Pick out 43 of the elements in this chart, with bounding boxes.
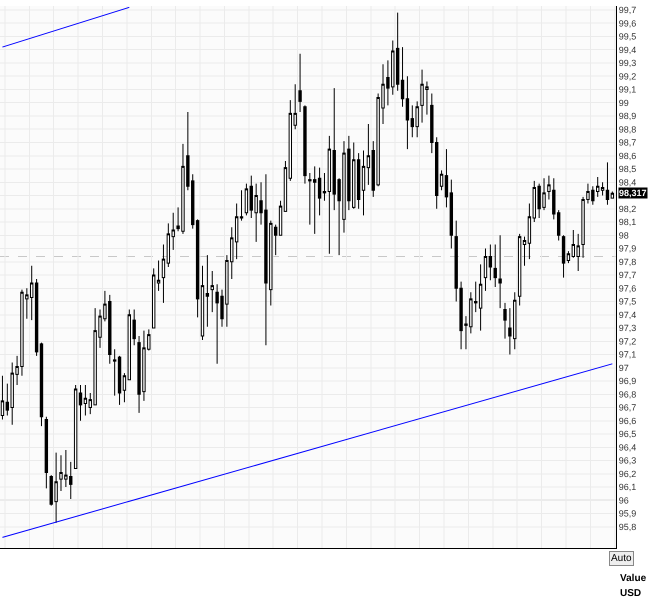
y-tick-label: 96,2 [618, 468, 636, 479]
y-tick-label: 97,1 [618, 350, 636, 360]
text: USD [620, 588, 642, 599]
y-tick-label: 99,6 [618, 18, 636, 28]
y-tick-label: 96,6 [618, 416, 636, 426]
y-tick-label: 97,5 [618, 296, 636, 307]
y-tick-label: 96,7 [618, 402, 636, 413]
y-tick-label: 99,4 [618, 44, 636, 55]
y-tick-label: 96,5 [618, 429, 636, 440]
y-tick-label: 98,2 [618, 204, 636, 214]
y-tick-label: 99,1 [618, 84, 636, 95]
y-tick-label: 98,4 [618, 177, 636, 188]
y-tick-label: 98,9 [618, 111, 636, 122]
text: Auto [611, 553, 632, 564]
y-tick-label: 98 [618, 230, 629, 240]
y-tick-label: 96,3 [618, 456, 636, 466]
y-tick-label: 98,8 [618, 124, 636, 134]
y-tick-label: 97,4 [618, 310, 636, 320]
y-tick-label: 96,8 [618, 389, 636, 400]
text: Value [620, 573, 647, 584]
y-tick-label: 95,8 [618, 522, 636, 532]
y-tick-label: 97,2 [618, 336, 636, 346]
y-tick-label: 98,1 [618, 217, 636, 228]
y-tick-label: 97,3 [618, 323, 636, 334]
y-tick-label: 97,7 [618, 270, 636, 280]
y-tick-label: 97,8 [618, 256, 636, 267]
y-tick-label: 95,9 [618, 508, 636, 519]
y-tick-label: 98,6 [618, 150, 636, 161]
y-tick-label: 97,6 [618, 283, 636, 294]
y-tick-label: 99,7 [618, 5, 636, 16]
y-tick-label: 97 [618, 362, 629, 373]
y-tick-label: 98,5 [618, 164, 636, 174]
y-tick-label: 99,2 [618, 71, 636, 82]
y-tick-label: 99 [618, 98, 629, 108]
y-tick-label: 97,9 [618, 244, 636, 254]
y-tick-label: 98,7 [618, 138, 636, 148]
y-tick-label: 96,4 [618, 442, 636, 452]
y-tick-label: 96 [618, 495, 629, 506]
y-tick-label: 99,3 [618, 58, 636, 68]
annotation: 98,317 [619, 188, 647, 198]
y-tick-label: 96,1 [618, 482, 636, 492]
y-tick-label: 96,9 [618, 376, 636, 386]
y-tick-label: 99,5 [618, 32, 636, 42]
